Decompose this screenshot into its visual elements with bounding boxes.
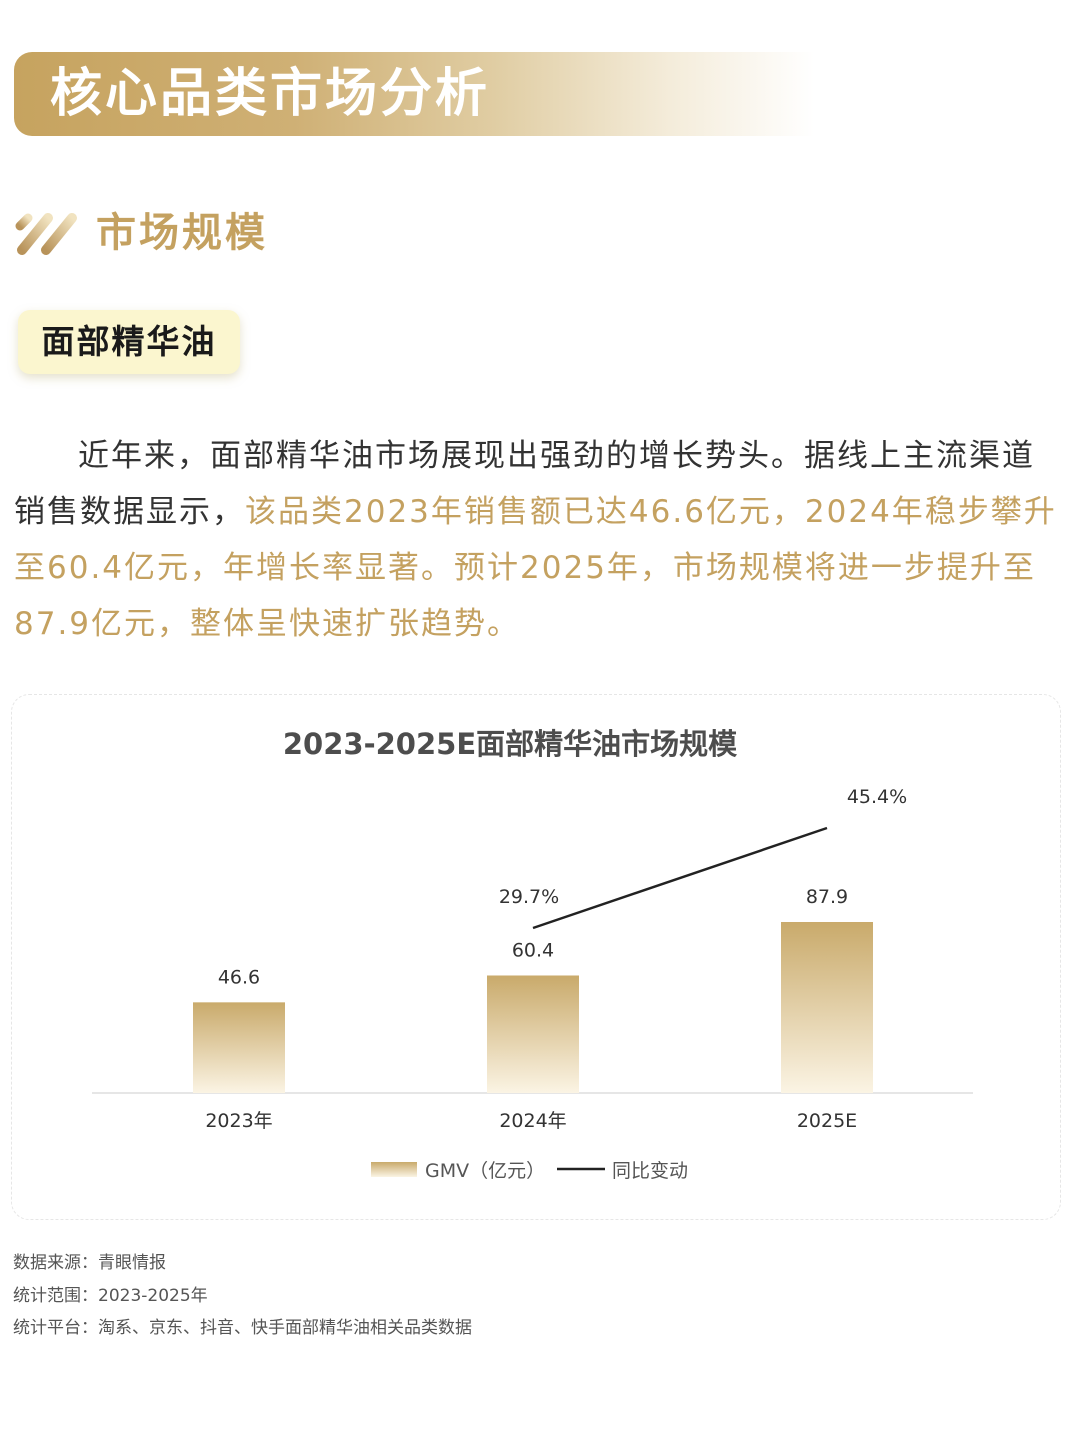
bar-value-label-2: 60.4 [512,939,554,961]
legend-line-label: 同比变动 [612,1160,688,1182]
header-banner [14,52,814,136]
legend-bar-swatch [371,1162,417,1177]
bar-3 [781,922,873,1093]
x-tick-label-3: 2025E [797,1110,857,1132]
yoy-line [532,826,828,930]
category-tag [18,310,240,374]
bar-1 [193,1002,285,1093]
range-note: 统计范围：2023-2025年 [13,1285,208,1306]
chart-title: 2023-2025E面部精华油市场规模 [283,727,738,761]
intro-paragraph: 近年来，面部精华油市场展现出强劲的增长势头。据线上主流渠道销售数据显示，该品类2… [14,428,1066,652]
market-size-chart: 2023-2025E面部精华油市场规模 46.6 2023年 60.4 2024年 87… [92,727,973,1182]
yoy-value-label-2: 29.7% [499,886,559,908]
x-tick-label-1: 2023年 [205,1110,272,1132]
chart-card [11,694,1061,1220]
legend-bar-label: GMV（亿元） [425,1160,545,1182]
bar-value-label-3: 87.9 [806,886,848,908]
category-tag-label: 面部精华油 [41,322,217,361]
section-title: 市场规模 [96,210,268,256]
platform-note: 统计平台：淘系、京东、抖音、快手面部精华油相关品类数据 [13,1318,472,1338]
yoy-value-label-3: 45.4% [847,786,907,808]
footnotes: 数据来源：青眼情报 统计范围：2023-2025年 统计平台：淘系、京东、抖音、… [13,1250,472,1348]
bar-2 [487,975,579,1093]
bar-value-label-1: 46.6 [218,966,260,988]
source-note: 数据来源：青眼情报 [13,1253,166,1273]
stripes-icon [15,213,77,255]
paragraph-text: 近年来，面部精华油市场展现出强劲的增长势头。据线上主流渠道销售数据显示， [14,438,1035,530]
page-title: 核心品类市场分析 [50,64,491,124]
x-tick-label-2: 2024年 [499,1110,566,1132]
paragraph-highlight: 该品类2023年销售额已达46.6亿元，2024年稳步攀升至60.4亿元，年增长… [14,494,1057,642]
